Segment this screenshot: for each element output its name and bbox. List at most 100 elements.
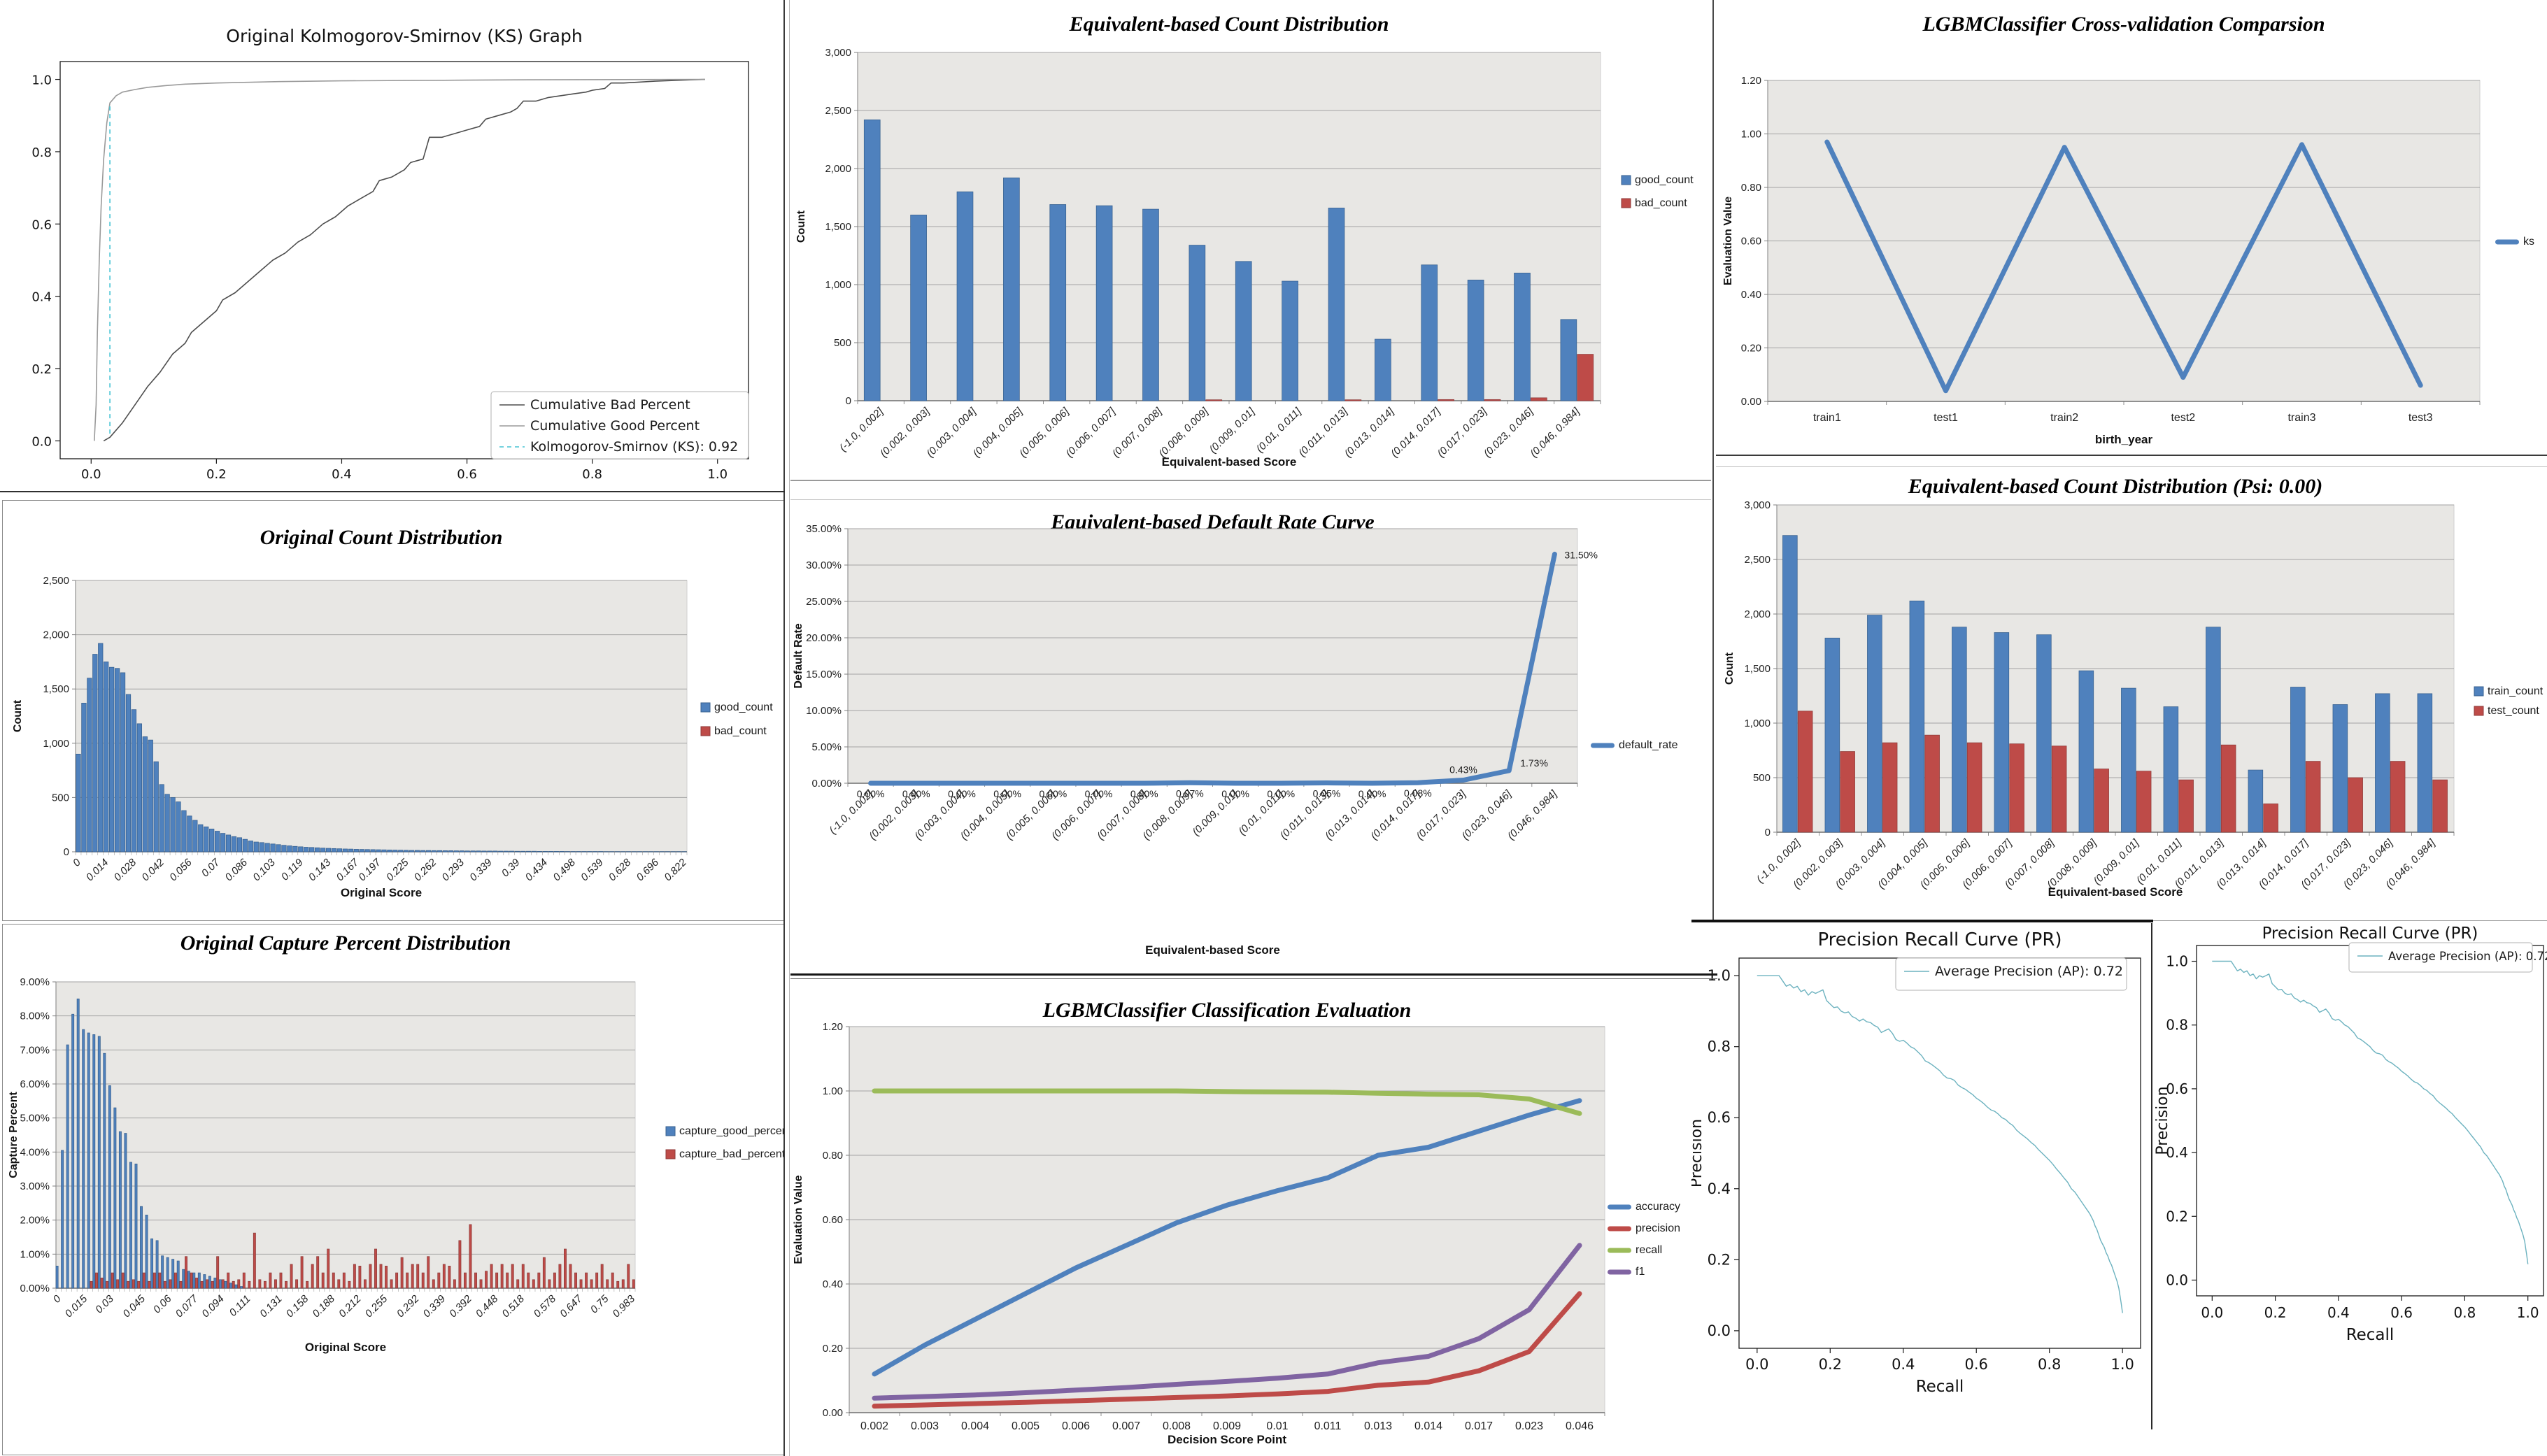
data-label: 0.00%	[993, 788, 1021, 799]
svg-text:1,000: 1,000	[1744, 718, 1771, 729]
svg-text:0.2: 0.2	[31, 362, 52, 377]
svg-text:0.6: 0.6	[2390, 1304, 2413, 1321]
svg-text:0.392: 0.392	[447, 1292, 474, 1320]
data-label: 0.43%	[1449, 764, 1477, 776]
panel-divider	[2151, 923, 2152, 1429]
x-axis-title: Original Score	[305, 1341, 386, 1354]
data-label: 31.50%	[1564, 549, 1597, 560]
chart-title: Equivalent-based Count Distribution	[1069, 13, 1389, 36]
svg-text:5.00%: 5.00%	[20, 1113, 50, 1125]
y-axis-title: Evaluation Value	[1722, 197, 1734, 285]
panel-classification-evaluation: LGBMClassifier Classification Evaluation…	[788, 973, 1717, 1456]
svg-text:0.2: 0.2	[2264, 1304, 2287, 1321]
x-axis-title: Equivalent-based Score	[1162, 455, 1297, 469]
svg-text:0.028: 0.028	[112, 856, 139, 883]
svg-text:0.2: 0.2	[206, 467, 227, 482]
svg-text:15.00%: 15.00%	[806, 669, 842, 680]
svg-text:(-1.0, 0.002]: (-1.0, 0.002]	[837, 405, 886, 454]
y-axis-title: Default Rate	[793, 623, 804, 688]
svg-text:1.20: 1.20	[823, 1021, 843, 1033]
svg-text:7.00%: 7.00%	[20, 1044, 50, 1056]
x-axis-title: Recall	[1916, 1378, 1964, 1396]
svg-text:500: 500	[1753, 772, 1771, 784]
svg-text:0.011: 0.011	[1314, 1420, 1342, 1432]
svg-text:1,500: 1,500	[1744, 663, 1771, 675]
svg-text:0.111: 0.111	[227, 1293, 253, 1319]
svg-text:0.2: 0.2	[1819, 1356, 1842, 1373]
legend-label: bad_count	[714, 725, 767, 737]
panel-divider	[1712, 0, 1714, 922]
svg-text:0.4: 0.4	[332, 467, 352, 482]
svg-text:1.0: 1.0	[31, 73, 52, 88]
data-label: 0.00%	[1267, 788, 1295, 799]
svg-text:0.007: 0.007	[1112, 1420, 1140, 1432]
svg-text:test2: test2	[2171, 412, 2195, 424]
data-label: 0.00%	[1085, 788, 1113, 799]
svg-text:(0.009, 0.01]: (0.009, 0.01]	[1207, 405, 1257, 455]
svg-text:0.225: 0.225	[384, 856, 411, 883]
svg-text:0.046: 0.046	[1566, 1420, 1594, 1432]
x-axis-title: Original Score	[341, 886, 422, 899]
svg-text:(0.01, 0.011]: (0.01, 0.011]	[1254, 405, 1304, 455]
svg-text:1,000: 1,000	[825, 279, 851, 291]
svg-text:0: 0	[71, 856, 83, 869]
panel-divider	[790, 480, 1711, 481]
x-axis-title: Decision Score Point	[1168, 1433, 1286, 1446]
svg-text:0.023: 0.023	[1515, 1420, 1543, 1432]
svg-text:1.00: 1.00	[1741, 129, 1761, 141]
svg-text:0.03: 0.03	[93, 1292, 116, 1315]
x-axis-title: Equivalent-based Score	[1145, 943, 1280, 957]
data-label: 0.00%	[1130, 788, 1158, 799]
svg-text:0.003: 0.003	[911, 1420, 939, 1432]
y-axis-title: Precision	[2154, 1086, 2171, 1155]
svg-text:0.002: 0.002	[860, 1420, 888, 1432]
svg-text:1,000: 1,000	[43, 738, 69, 750]
svg-text:0.009: 0.009	[1213, 1420, 1241, 1432]
panel-divider	[790, 973, 1717, 976]
svg-text:10.00%: 10.00%	[806, 705, 842, 717]
svg-text:2,500: 2,500	[825, 105, 851, 117]
svg-text:0.014: 0.014	[84, 857, 111, 884]
svg-text:1.0: 1.0	[2166, 953, 2188, 970]
svg-text:500: 500	[834, 337, 851, 349]
data-label: 0.00%	[1358, 788, 1386, 799]
svg-text:1.00%: 1.00%	[20, 1248, 50, 1260]
y-axis-title: Precision	[1691, 1119, 1705, 1187]
data-label: 0.00%	[1221, 788, 1249, 799]
svg-text:0.80: 0.80	[1741, 182, 1761, 194]
svg-text:0.07: 0.07	[199, 856, 222, 879]
svg-text:2.00%: 2.00%	[20, 1215, 50, 1227]
chart-title: Original Count Distribution	[260, 526, 503, 549]
panel-psi-count-distribution: Equivalent-based Count Distribution (Psi…	[1717, 458, 2547, 922]
x-axis-title: birth_year	[2095, 433, 2153, 446]
chart-title: LGBMClassifier Cross-validation Comparsi…	[1922, 13, 2325, 36]
svg-text:0.2: 0.2	[1708, 1251, 1731, 1268]
svg-text:0.6: 0.6	[31, 217, 52, 232]
svg-text:0.00%: 0.00%	[811, 778, 842, 790]
legend-label: Average Precision (AP): 0.72	[2388, 950, 2547, 963]
svg-text:2,000: 2,000	[1744, 608, 1771, 620]
svg-text:2,500: 2,500	[1744, 554, 1771, 566]
svg-text:2,500: 2,500	[43, 575, 69, 587]
svg-text:0.017: 0.017	[1465, 1420, 1493, 1432]
panel-divider	[790, 978, 1717, 979]
svg-text:0.045: 0.045	[120, 1292, 148, 1320]
svg-text:0.119: 0.119	[279, 856, 306, 883]
panel-divider	[789, 0, 790, 1456]
svg-text:train1: train1	[1813, 412, 1841, 424]
svg-text:3,000: 3,000	[825, 47, 851, 59]
svg-text:0.015: 0.015	[63, 1292, 90, 1320]
legend-label: bad_count	[1635, 197, 1687, 209]
svg-text:0.293: 0.293	[439, 856, 467, 883]
svg-text:30.00%: 30.00%	[806, 559, 842, 571]
svg-text:(0.046, 0.984]: (0.046, 0.984]	[1505, 787, 1560, 842]
y-axis-title: Evaluation Value	[793, 1175, 804, 1264]
svg-text:0.131: 0.131	[257, 1293, 285, 1320]
data-label: 0.00%	[857, 788, 885, 799]
svg-text:(0.008, 0.009]: (0.008, 0.009]	[1156, 405, 1211, 459]
svg-text:0.167: 0.167	[334, 856, 362, 883]
svg-text:test3: test3	[2408, 412, 2433, 424]
x-axis-title: Recall	[2346, 1326, 2395, 1344]
svg-text:0.008: 0.008	[1163, 1420, 1191, 1432]
svg-text:0.60: 0.60	[1741, 236, 1761, 248]
